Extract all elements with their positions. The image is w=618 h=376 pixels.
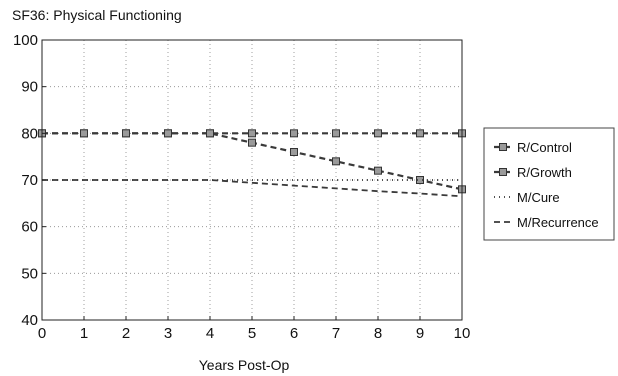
x-tick-label: 6 [290, 325, 298, 342]
data-point [374, 166, 382, 175]
series-m-recurrence [42, 179, 463, 198]
y-tick-label: 60 [21, 219, 38, 236]
data-point [80, 129, 88, 138]
data-point [122, 129, 130, 138]
data-point [374, 129, 382, 138]
data-point [332, 129, 340, 138]
x-tick-label: 0 [38, 325, 46, 342]
data-point [290, 129, 298, 138]
legend-label: R/Growth [517, 165, 572, 180]
x-tick-label: 4 [206, 325, 214, 342]
x-tick-label: 9 [416, 325, 424, 342]
y-tick-label: 90 [21, 79, 38, 96]
x-axis-label: Years Post-Op [199, 357, 290, 373]
x-tick-label: 8 [374, 325, 382, 342]
y-tick-label: 100 [13, 32, 38, 49]
data-point [332, 157, 340, 166]
x-tick-label: 5 [248, 325, 256, 342]
x-tick-label: 10 [454, 325, 471, 342]
data-point [248, 129, 256, 138]
legend-item-r-control: R/Control [494, 140, 572, 155]
y-tick-label: 70 [21, 172, 38, 189]
legend-marker [499, 143, 507, 151]
legend-label: M/Cure [517, 190, 560, 205]
legend-marker [499, 168, 507, 176]
legend: R/Control R/Growth M/Cure M/Recurrence [483, 127, 615, 241]
axis-ticks: 0 1 2 3 4 5 6 7 8 9 10 40 50 60 70 80 90 100 [13, 32, 470, 342]
y-tick-label: 40 [21, 312, 38, 329]
chart-title: SF36: Physical Functioning [12, 7, 182, 23]
x-tick-label: 3 [164, 325, 172, 342]
series-layer [38, 129, 466, 198]
x-tick-label: 7 [332, 325, 340, 342]
legend-item-m-cure: M/Cure [494, 190, 560, 205]
legend-item-r-growth: R/Growth [494, 165, 572, 180]
data-point [206, 129, 214, 138]
x-tick-label: 2 [122, 325, 130, 342]
data-point [248, 138, 256, 147]
data-point [416, 129, 424, 138]
data-point [164, 129, 172, 138]
legend-label: M/Recurrence [517, 215, 599, 230]
y-tick-label: 80 [21, 125, 38, 142]
data-point [290, 148, 298, 156]
series-line-m-recurrence [42, 179, 463, 198]
x-tick-label: 1 [80, 325, 88, 342]
legend-item-m-recurrence: M/Recurrence [494, 215, 599, 230]
data-point [416, 176, 424, 184]
legend-label: R/Control [517, 140, 572, 155]
y-tick-label: 50 [21, 265, 38, 282]
